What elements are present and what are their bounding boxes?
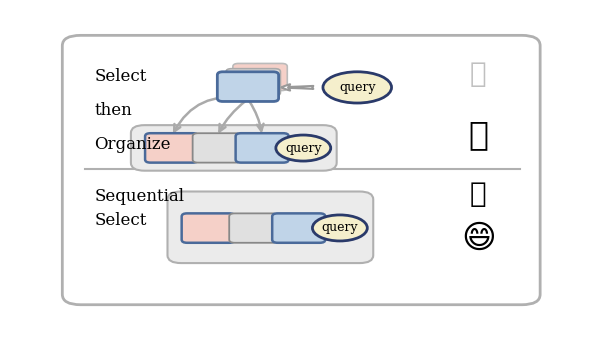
Text: then: then	[94, 102, 132, 119]
Text: Organize: Organize	[94, 136, 171, 153]
Text: query: query	[339, 81, 376, 94]
FancyBboxPatch shape	[233, 64, 287, 91]
FancyBboxPatch shape	[192, 133, 241, 163]
Text: query: query	[285, 142, 322, 154]
FancyBboxPatch shape	[217, 72, 278, 101]
FancyBboxPatch shape	[226, 69, 280, 96]
FancyBboxPatch shape	[272, 213, 325, 243]
FancyBboxPatch shape	[235, 133, 289, 163]
Text: 😄: 😄	[461, 222, 496, 255]
FancyBboxPatch shape	[63, 35, 540, 305]
FancyBboxPatch shape	[131, 125, 337, 171]
Ellipse shape	[276, 135, 331, 161]
Ellipse shape	[313, 215, 368, 241]
FancyBboxPatch shape	[182, 213, 235, 243]
Text: 💡: 💡	[470, 180, 487, 208]
Text: query: query	[322, 221, 358, 235]
Ellipse shape	[323, 72, 392, 103]
Text: Select: Select	[94, 212, 147, 228]
FancyBboxPatch shape	[229, 213, 278, 243]
Text: Select: Select	[94, 69, 147, 86]
FancyBboxPatch shape	[168, 192, 373, 263]
Text: Sequential: Sequential	[94, 188, 184, 205]
FancyBboxPatch shape	[145, 133, 198, 163]
Text: 💭: 💭	[470, 61, 487, 89]
Text: 🤔: 🤔	[468, 118, 489, 151]
